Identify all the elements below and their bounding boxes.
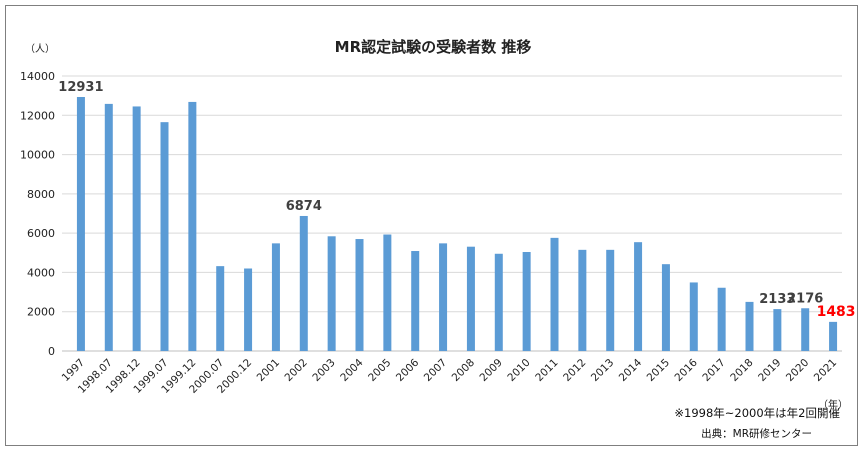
bar-2006 <box>411 251 420 351</box>
bar-2011 <box>550 237 559 351</box>
bar-2002 <box>299 215 308 351</box>
bar-2013 <box>606 249 615 351</box>
x-tick-label: 2008 <box>450 357 477 384</box>
x-unit-label: （年） <box>818 398 848 411</box>
bar-2010 <box>522 252 531 351</box>
data-label: 2176 <box>787 291 823 306</box>
x-tick-label: 2015 <box>645 357 672 384</box>
bar-1998.12 <box>132 106 141 351</box>
bars <box>76 96 838 352</box>
y-tick-label: 14000 <box>20 70 55 83</box>
x-tick-label: 2001 <box>255 357 282 384</box>
x-tick-label: 2010 <box>505 357 532 384</box>
bar-2000.07 <box>216 266 225 351</box>
data-label: 12931 <box>58 80 103 95</box>
x-tick-label: 2017 <box>700 357 727 384</box>
bar-2001 <box>271 243 280 351</box>
x-tick-label: 2011 <box>533 357 560 384</box>
bar-2007 <box>439 243 448 351</box>
x-tick-label: 2003 <box>310 357 337 384</box>
bar-2021 <box>829 321 838 351</box>
x-tick-label: 2004 <box>338 356 366 384</box>
bar-2015 <box>661 264 670 351</box>
y-tick-label: 4000 <box>27 266 55 279</box>
x-tick-label: 2020 <box>784 357 811 384</box>
bar-2020 <box>801 308 810 351</box>
x-axis-ticks: 19971998.071998.121999.071999.122000.072… <box>60 356 840 395</box>
bar-1999.07 <box>160 122 169 352</box>
y-tick-label: 8000 <box>27 188 55 201</box>
chart-title: MR認定試験の受験者数 推移 <box>335 38 532 56</box>
bar-2000.12 <box>244 268 253 351</box>
bar-2005 <box>383 234 392 351</box>
bar-2014 <box>634 242 643 351</box>
y-tick-label: 6000 <box>27 227 55 240</box>
x-tick-label: 2005 <box>366 357 393 384</box>
x-tick-label: 2012 <box>561 357 588 384</box>
bar-2009 <box>494 253 503 351</box>
y-axis-ticks: 0 2000 4000 6000 8000 10000 12000 14000 <box>20 70 55 358</box>
x-tick-label: 2014 <box>617 356 645 384</box>
y-tick-label: 0 <box>48 345 55 358</box>
data-label: 2133 <box>759 292 795 307</box>
x-tick-label: 2013 <box>589 357 616 384</box>
bar-2018 <box>745 301 754 351</box>
y-tick-label: 12000 <box>20 109 55 122</box>
source-label: 出典：MR研修センター <box>701 427 812 440</box>
bar-1999.12 <box>188 101 197 351</box>
x-tick-label: 2018 <box>728 357 755 384</box>
x-tick-label: 2006 <box>394 356 422 384</box>
bar-2008 <box>466 246 475 351</box>
x-tick-label: 2021 <box>812 357 839 384</box>
bar-1997 <box>76 96 85 351</box>
y-tick-label: 2000 <box>27 306 55 319</box>
x-tick-label: 2009 <box>478 357 505 384</box>
y-tick-label: 10000 <box>20 149 55 162</box>
data-label: 1483 <box>817 304 856 320</box>
bar-2012 <box>578 249 587 351</box>
bar-2019 <box>773 309 782 351</box>
bar-2003 <box>327 236 336 351</box>
x-tick-label: 2016 <box>673 356 701 384</box>
bar-2017 <box>717 287 726 351</box>
x-tick-label: 2019 <box>756 357 783 384</box>
y-unit-label: （人） <box>25 43 55 55</box>
x-tick-label: 2007 <box>422 357 449 384</box>
footnote: ※1998年~2000年は年2回開催 <box>674 406 840 420</box>
bar-2016 <box>689 282 698 351</box>
x-tick-label: 2002 <box>283 357 310 384</box>
chart-frame <box>5 5 858 446</box>
bar-1998.07 <box>104 103 113 352</box>
data-label: 6874 <box>286 199 322 214</box>
bar-2004 <box>355 239 364 351</box>
